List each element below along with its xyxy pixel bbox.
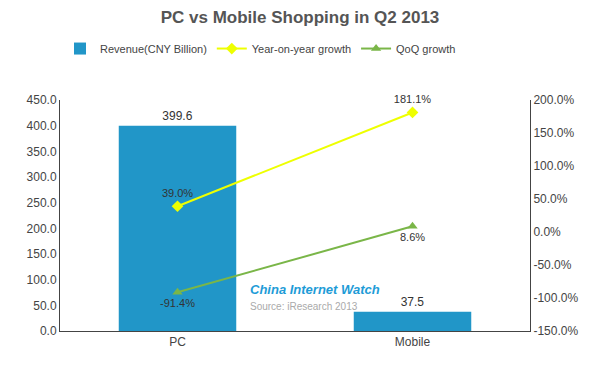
svg-text:250.0: 250.0 — [27, 196, 57, 210]
svg-text:Year-on-year growth: Year-on-year growth — [252, 43, 351, 55]
svg-text:PC vs Mobile Shopping in Q2 20: PC vs Mobile Shopping in Q2 2013 — [161, 8, 440, 27]
svg-text:200.0: 200.0 — [27, 222, 57, 236]
svg-text:0.0%: 0.0% — [533, 225, 561, 239]
svg-text:PC: PC — [169, 335, 186, 349]
svg-text:-50.0%: -50.0% — [533, 258, 571, 272]
svg-text:8.6%: 8.6% — [400, 231, 425, 243]
svg-text:0.0: 0.0 — [40, 324, 57, 338]
svg-text:450.0: 450.0 — [27, 93, 57, 107]
svg-text:181.1%: 181.1% — [394, 93, 432, 105]
svg-text:399.6: 399.6 — [162, 109, 192, 123]
svg-text:39.0%: 39.0% — [162, 187, 193, 199]
svg-text:150.0: 150.0 — [27, 247, 57, 261]
svg-text:China Internet Watch: China Internet Watch — [250, 282, 380, 297]
svg-text:37.5: 37.5 — [401, 295, 425, 309]
svg-text:Mobile: Mobile — [395, 335, 431, 349]
svg-text:-150.0%: -150.0% — [533, 324, 578, 338]
svg-text:-100.0%: -100.0% — [533, 291, 578, 305]
svg-text:200.0%: 200.0% — [533, 93, 574, 107]
svg-text:50.0%: 50.0% — [533, 192, 567, 206]
svg-text:QoQ growth: QoQ growth — [396, 43, 455, 55]
svg-text:Revenue(CNY Billion): Revenue(CNY Billion) — [100, 43, 207, 55]
svg-text:Source: iResearch 2013: Source: iResearch 2013 — [250, 301, 358, 312]
svg-text:-91.4%: -91.4% — [160, 297, 195, 309]
svg-text:350.0: 350.0 — [27, 145, 57, 159]
svg-text:100.0%: 100.0% — [533, 159, 574, 173]
svg-text:300.0: 300.0 — [27, 170, 57, 184]
svg-text:50.0: 50.0 — [33, 299, 57, 313]
svg-text:400.0: 400.0 — [27, 119, 57, 133]
svg-text:100.0: 100.0 — [27, 273, 57, 287]
svg-text:150.0%: 150.0% — [533, 126, 574, 140]
